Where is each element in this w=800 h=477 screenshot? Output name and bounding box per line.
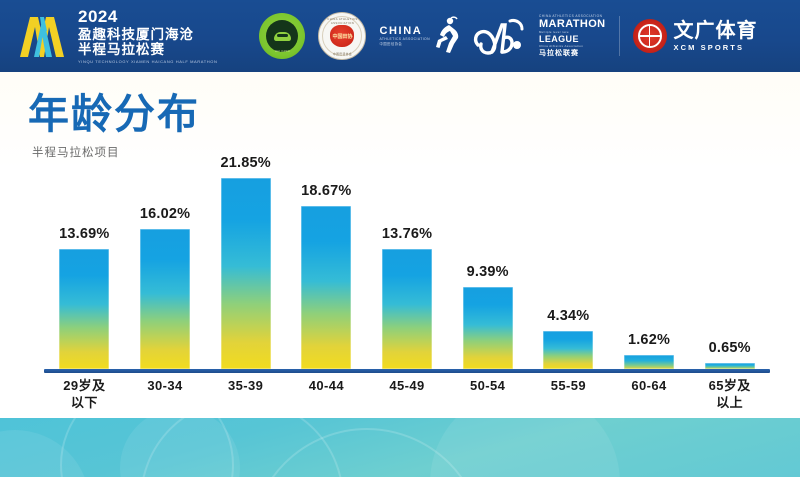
age-distribution-bar-chart: 13.69% 16.02% 21.85% 18.67% 13.76% 9.39% 4.34%…	[0, 72, 800, 418]
chart-bar-group: 4.34%	[543, 308, 594, 369]
bar-value-label: 13.76%	[381, 225, 433, 242]
chart-bar-group: 13.76%	[382, 226, 432, 369]
china-athletics-runner-logo: CHINA ATHLETICS ASSOCIATION 中国田径协会	[379, 16, 459, 56]
china-athletics-emblem-center-text: 中国田协	[332, 33, 353, 40]
china-athletics-wordmark: CHINA	[379, 24, 423, 37]
marathon-league-line2: Multiple level race	[538, 29, 569, 34]
page-subtitle: 半程马拉松项目	[32, 147, 120, 159]
marathon-league-wordmark: CHINA ATHLETICS ASSOCIATION MARATHON Mul…	[538, 13, 606, 58]
chart-bar	[140, 228, 190, 369]
footer-band	[0, 418, 800, 477]
running-figure-icon	[433, 16, 459, 56]
event-year: 2024	[78, 6, 118, 26]
event-name-line1: 盈趣科技厦门海沧	[78, 26, 194, 42]
china-athletics-emblem-bottom-text: 中国田径协会	[332, 52, 353, 56]
china-athletics-subtext-en: ATHLETICS ASSOCIATION	[379, 36, 430, 41]
bar-value-label: 1.62%	[627, 331, 671, 348]
footer-blob-1	[120, 418, 240, 477]
bar-value-label: 0.65%	[708, 340, 751, 356]
china-athletics-emblem-icon: CHINA ATHLETICS ASSOCIATION 中国田协 中国田径协会	[318, 12, 367, 60]
chart-bar-group: 9.39%	[462, 263, 513, 369]
marathon-league-ab-mark-icon	[472, 15, 526, 57]
bar-category-label: 60-64	[631, 378, 667, 393]
marathon-league-line3: LEAGUE	[538, 33, 579, 44]
event-logo-block: 2024 盈趣科技厦门海沧 半程马拉松赛 YINQU TECHNOLOGY XI…	[16, 8, 217, 65]
chart-bar	[382, 248, 432, 369]
bar-category-label: 40-44	[308, 378, 344, 393]
chart-bar-group: 18.67%	[301, 183, 351, 369]
xcm-sports-name-en: XCM SPORTS	[673, 42, 745, 52]
logo-divider	[618, 16, 620, 56]
chart-bar-group: 13.69%	[59, 226, 109, 369]
bar-value-label: 18.67%	[301, 182, 352, 199]
bar-value-label: 9.39%	[466, 263, 509, 280]
china-athletics-subtext-cn: 中国田径协会	[379, 41, 403, 46]
footer-blob-2	[430, 418, 620, 477]
chart-bar	[624, 354, 674, 369]
xcm-sports-name-cn: 文广体育	[673, 19, 758, 42]
chart-bar	[704, 363, 755, 369]
event-name-english: YINQU TECHNOLOGY XIAMEN HAICANG HALF MAR…	[78, 58, 218, 64]
haicang-green-emblem-icon: HAI CANG	[259, 13, 306, 59]
china-athletics-emblem-top-text: CHINA ATHLETICS ASSOCIATION	[327, 17, 358, 25]
chart-bar	[301, 205, 352, 369]
marathon-league-line4: China Athletics Association	[538, 43, 584, 48]
sponsor-logo-strip: HAI CANG CHINA ATHLETICS ASSOCIATION 中国田…	[259, 12, 757, 60]
chart-baseline-axis	[44, 369, 770, 373]
chart-bar	[220, 178, 271, 369]
bar-category-label: 50-54	[470, 378, 506, 393]
bar-value-label: 21.85%	[220, 155, 271, 171]
chart-bar-group: 16.02%	[140, 206, 190, 369]
haicang-emblem-caption: HAI CANG	[274, 50, 290, 53]
header-bar: 2024 盈趣科技厦门海沧 半程马拉松赛 YINQU TECHNOLOGY XI…	[0, 0, 800, 72]
chart-bar	[462, 286, 513, 369]
chart-plot-area: 13.69% 16.02% 21.85% 18.67% 13.76% 9.39% 4.34%…	[44, 90, 770, 369]
bar-category-label: 29岁及 以下	[63, 378, 106, 410]
content-area: 年龄分布 半程马拉松项目 13.69% 16.02% 21.85% 18.67% 13.…	[0, 72, 800, 418]
chart-bar-group: 21.85%	[220, 155, 271, 369]
event-title-block: 2024 盈趣科技厦门海沧 半程马拉松赛 YINQU TECHNOLOGY XI…	[78, 8, 217, 65]
chart-bar	[59, 249, 110, 369]
bar-category-label: 65岁及 以上	[708, 378, 751, 410]
marathon-league-line1: MARATHON	[538, 17, 606, 30]
bar-value-label: 16.02%	[139, 205, 191, 222]
bar-category-label: 30-34	[147, 378, 183, 393]
bar-category-label: 35-39	[228, 378, 264, 393]
event-name-line2: 半程马拉松赛	[78, 41, 165, 57]
marathon-m-logo-icon	[16, 11, 68, 61]
bar-category-label: 45-49	[389, 378, 425, 393]
xcm-sports-logo: 文广体育 XCM SPORTS	[632, 19, 758, 53]
marathon-league-line0: CHINA ATHLETICS ASSOCIATION	[538, 13, 603, 18]
bar-value-label: 4.34%	[547, 308, 590, 325]
chart-bar-group: 1.62%	[624, 332, 674, 369]
bar-category-label: 55-59	[550, 378, 586, 393]
chart-bar-group: 0.65%	[704, 340, 755, 369]
marathon-league-line5-cn: 马拉松联赛	[538, 50, 579, 58]
bar-value-label: 13.69%	[59, 226, 110, 243]
xcm-globe-icon	[632, 19, 667, 53]
chart-bar	[543, 331, 594, 369]
page-title: 年龄分布	[28, 91, 200, 137]
